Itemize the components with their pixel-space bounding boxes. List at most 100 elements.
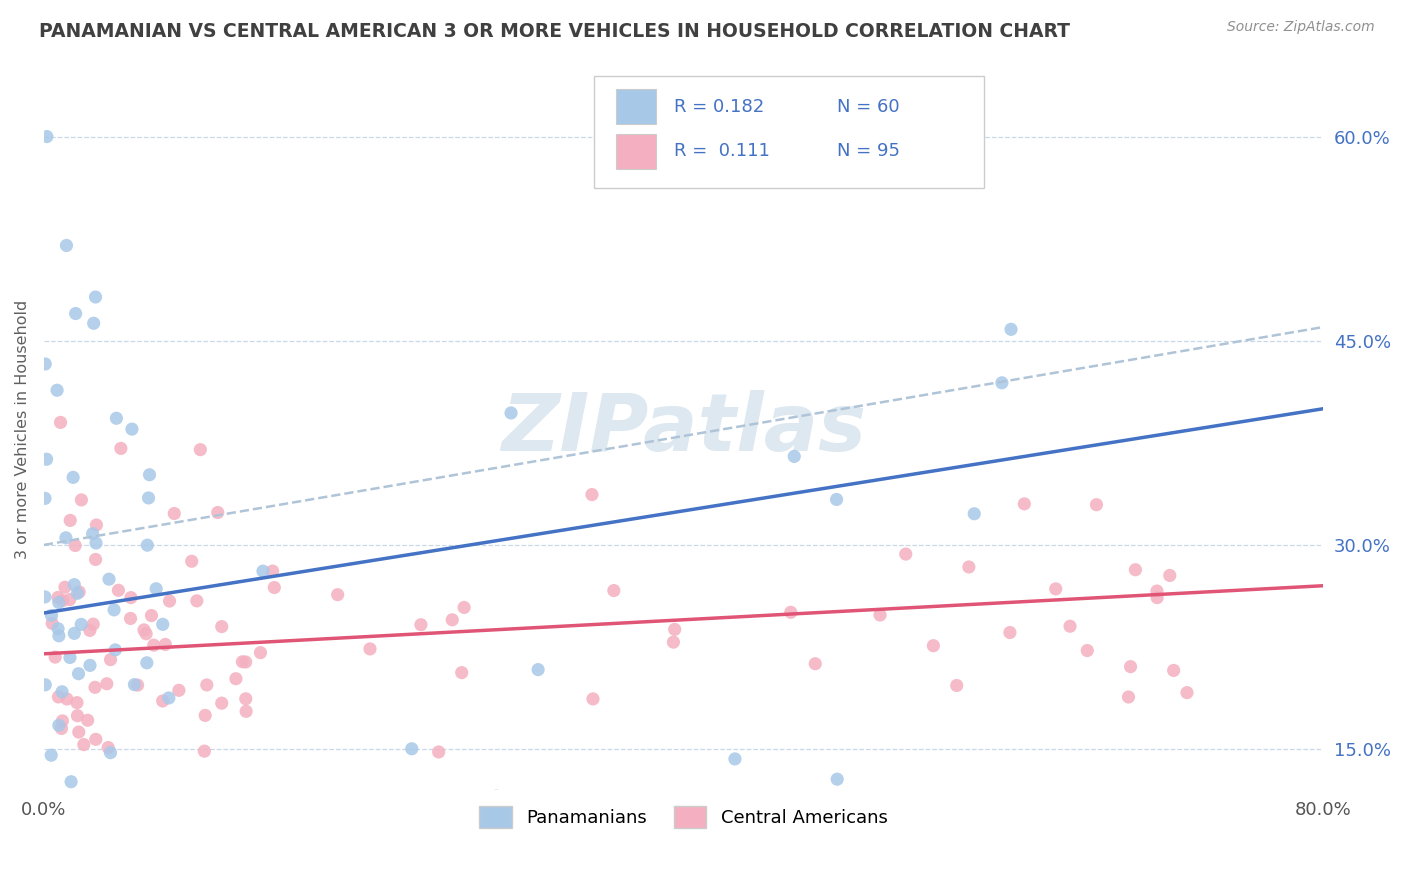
Point <box>76 713 98 727</box>
Point <box>157 690 180 705</box>
Point <box>63 577 86 591</box>
Point <box>110 442 132 456</box>
Point <box>235 655 257 669</box>
Point <box>35 452 58 467</box>
Point <box>359 641 381 656</box>
Point <box>249 646 271 660</box>
Point <box>52 593 75 607</box>
Point <box>159 594 181 608</box>
Point <box>427 745 450 759</box>
Point <box>1119 659 1142 673</box>
Point <box>39 748 62 763</box>
Point <box>1059 619 1081 633</box>
Point <box>67 666 90 681</box>
Point <box>1076 643 1098 657</box>
Point <box>44 650 66 665</box>
Point <box>581 487 603 501</box>
Point <box>84 552 107 566</box>
Point <box>84 290 107 304</box>
Point <box>34 491 56 506</box>
Point <box>825 772 848 787</box>
Point <box>252 564 274 578</box>
Point <box>120 611 142 625</box>
Point <box>84 732 107 747</box>
Point <box>96 677 118 691</box>
Point <box>49 416 72 430</box>
Point <box>60 774 83 789</box>
Point <box>59 650 82 665</box>
Point <box>894 547 917 561</box>
Point <box>522 791 544 805</box>
Point <box>121 422 143 436</box>
Point <box>132 623 155 637</box>
Point <box>34 590 56 604</box>
Point <box>485 789 508 804</box>
Point <box>51 714 73 728</box>
Point <box>34 357 56 371</box>
Point <box>724 752 747 766</box>
Point <box>922 639 945 653</box>
Point <box>51 722 73 736</box>
Point <box>1014 497 1036 511</box>
Point <box>441 613 464 627</box>
Point <box>46 383 69 397</box>
Point <box>63 890 86 892</box>
Point <box>84 681 107 695</box>
Legend: Panamanians, Central Americans: Panamanians, Central Americans <box>472 798 894 835</box>
Point <box>35 129 58 144</box>
Point <box>98 572 121 586</box>
Text: Source: ZipAtlas.com: Source: ZipAtlas.com <box>1227 20 1375 34</box>
Point <box>136 538 159 552</box>
Point <box>180 554 202 568</box>
Point <box>945 678 967 692</box>
Point <box>1146 591 1168 605</box>
Point <box>1159 568 1181 582</box>
Point <box>527 663 550 677</box>
Point <box>62 470 84 484</box>
Point <box>194 708 217 723</box>
Point <box>1146 584 1168 599</box>
Point <box>48 690 70 704</box>
Point <box>107 583 129 598</box>
Point <box>869 607 891 622</box>
Point <box>1125 563 1147 577</box>
Point <box>1118 690 1140 704</box>
Point <box>135 626 157 640</box>
Point <box>46 591 69 605</box>
Point <box>41 608 63 623</box>
Point <box>84 536 107 550</box>
FancyBboxPatch shape <box>616 89 657 124</box>
Point <box>963 507 986 521</box>
Point <box>124 677 146 691</box>
Point <box>804 657 827 671</box>
Text: N = 60: N = 60 <box>837 98 900 116</box>
Point <box>100 746 122 760</box>
Point <box>453 600 475 615</box>
Point <box>825 492 848 507</box>
Point <box>152 617 174 632</box>
Point <box>193 744 215 758</box>
Point <box>79 624 101 638</box>
Point <box>59 513 82 527</box>
Point <box>34 678 56 692</box>
Point <box>97 740 120 755</box>
Point <box>195 678 218 692</box>
Point <box>326 588 349 602</box>
Point <box>70 492 93 507</box>
Point <box>186 594 208 608</box>
Point <box>120 591 142 605</box>
Point <box>450 665 472 680</box>
Point <box>231 655 253 669</box>
Point <box>957 560 980 574</box>
Point <box>235 691 257 706</box>
Point <box>67 585 90 599</box>
Point <box>66 696 89 710</box>
Point <box>211 696 233 710</box>
Point <box>73 738 96 752</box>
FancyBboxPatch shape <box>593 76 984 187</box>
Point <box>82 526 104 541</box>
Point <box>59 592 82 607</box>
Point <box>779 605 801 619</box>
Point <box>86 518 108 533</box>
FancyBboxPatch shape <box>616 134 657 169</box>
